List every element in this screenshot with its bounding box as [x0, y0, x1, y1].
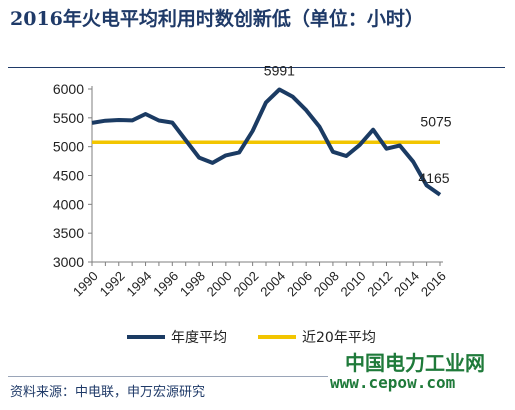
legend-label: 年度平均 [171, 330, 227, 346]
x-tick-label: 2008 [311, 268, 342, 299]
y-tick-label: 5000 [53, 139, 84, 155]
x-tick-label: 1994 [123, 268, 154, 299]
x-tick-label: 2004 [257, 268, 288, 299]
footer-divider [8, 376, 328, 377]
legend-label: 近20年平均 [302, 330, 376, 346]
y-tick-label: 4500 [53, 168, 84, 184]
chart-title: 2016年火电平均利用时数创新低（单位：小时） [10, 8, 424, 30]
x-tick-label: 2016 [418, 268, 449, 299]
y-tick-label: 3000 [53, 254, 84, 270]
data-label: 5991 [264, 63, 295, 79]
y-tick-label: 5500 [53, 110, 84, 126]
x-tick-label: 2002 [230, 268, 261, 299]
x-tick-label: 1996 [150, 268, 181, 299]
watermark-brand: 中国电力工业网 [345, 351, 485, 375]
x-tick-label: 2014 [391, 268, 422, 299]
x-tick-label: 1992 [97, 268, 128, 299]
title-divider [8, 67, 505, 68]
series-line-annual [91, 87, 442, 197]
x-tick-label: 2012 [364, 268, 395, 299]
x-tick-label: 1998 [177, 268, 208, 299]
watermark-url: www.cepow.com [330, 373, 456, 392]
x-tick-label: 2000 [204, 268, 235, 299]
y-tick-label: 4000 [53, 196, 84, 212]
x-tick-label: 2006 [284, 268, 315, 299]
y-tick-label: 6000 [53, 81, 84, 97]
data-label: 5075 [420, 113, 451, 129]
y-tick-label: 3500 [53, 225, 84, 241]
data-label: 4165 [418, 170, 449, 186]
x-tick-label: 1990 [70, 268, 101, 299]
x-tick-label: 2010 [338, 268, 369, 299]
source-note: 资料来源：中电联，申万宏源研究 [10, 385, 206, 400]
